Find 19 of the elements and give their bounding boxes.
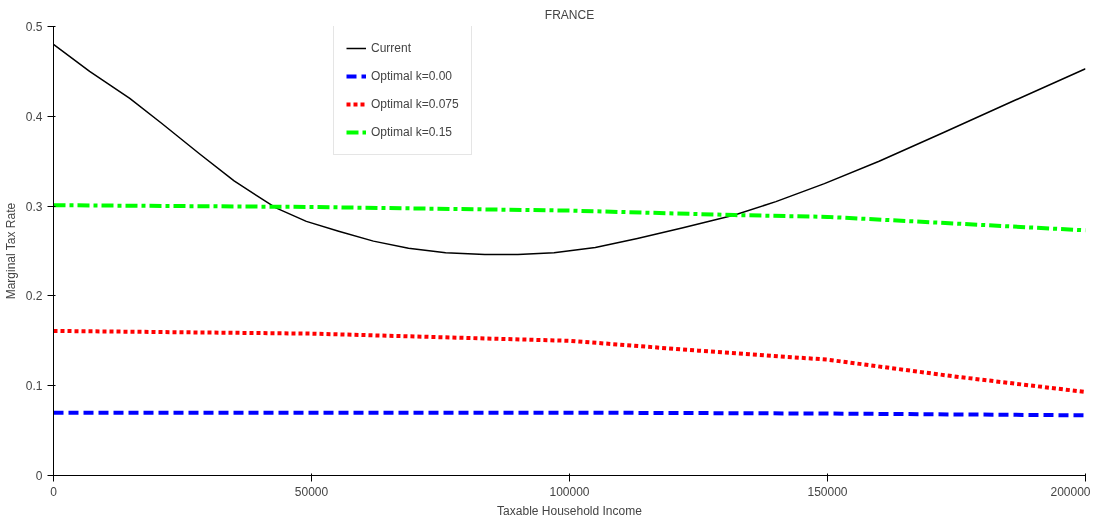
legend-label: Current <box>371 41 412 55</box>
x-tick-label: 150000 <box>807 484 848 499</box>
y-tick-label: 0.4 <box>25 109 43 124</box>
chart-title: FRANCE <box>544 7 595 22</box>
x-tick-label: 100000 <box>549 484 590 499</box>
line-series <box>53 328 1086 394</box>
legend-label: Optimal k=0.00 <box>371 69 453 83</box>
x-axis-title: Taxable Household Income <box>497 503 643 518</box>
y-tick-label: 0 <box>35 469 43 483</box>
y-tick-label: 0.5 <box>25 20 43 34</box>
y-tick-label: 0.3 <box>25 199 43 214</box>
legend-label: Optimal k=0.075 <box>371 97 459 111</box>
x-tick-label: 0 <box>50 484 58 499</box>
x-tick-label: 200000 <box>1050 484 1091 499</box>
y-tick-label: 0.1 <box>25 379 43 394</box>
y-tick-label: 0.2 <box>25 289 43 304</box>
legend-label: Optimal k=0.15 <box>371 125 453 139</box>
x-tick-label: 50000 <box>294 484 329 499</box>
y-axis-title: Marginal Tax Rate <box>3 202 18 300</box>
